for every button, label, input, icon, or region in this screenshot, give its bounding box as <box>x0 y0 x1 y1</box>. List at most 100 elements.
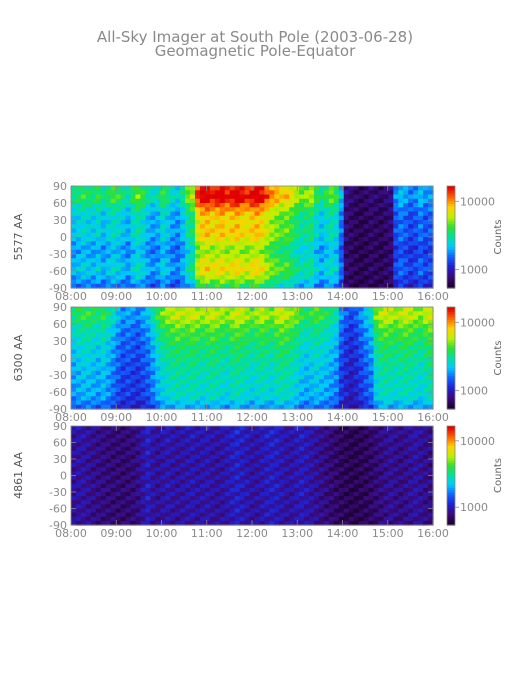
heatmap-cell <box>130 370 137 376</box>
heatmap-cell <box>333 332 340 338</box>
heatmap-cell <box>264 271 270 276</box>
heatmap-cell <box>185 220 191 225</box>
heatmap-cell <box>155 262 161 268</box>
heatmap-cell <box>75 203 82 208</box>
heatmap-cell <box>234 504 241 510</box>
heatmap-cell <box>259 500 265 505</box>
heatmap-cell <box>299 215 305 221</box>
heatmap-cell <box>190 471 196 477</box>
heatmap-cell <box>125 211 132 217</box>
heatmap-cell <box>353 349 360 355</box>
heatmap-cell <box>135 366 142 372</box>
heatmap-cell <box>190 211 196 217</box>
heatmap-cell <box>423 336 429 342</box>
heatmap-cell <box>388 370 394 376</box>
heatmap-cell <box>408 224 414 230</box>
heatmap-cell <box>353 190 360 196</box>
heatmap-cell <box>85 254 92 259</box>
heatmap-cell <box>80 387 87 393</box>
heatmap-cell <box>165 198 171 204</box>
heatmap-cell <box>264 492 270 497</box>
heatmap-cell <box>284 190 290 196</box>
heatmap-cell <box>363 400 370 406</box>
heatmap-cell <box>105 492 112 497</box>
heatmap-cell <box>259 220 265 225</box>
heatmap-cell <box>428 315 434 321</box>
heatmap-cell <box>304 463 310 468</box>
heatmap-cell <box>199 387 206 393</box>
heatmap-cell <box>110 375 117 380</box>
heatmap-cell <box>269 307 275 312</box>
heatmap-cell <box>284 311 290 317</box>
heatmap-cell <box>304 311 310 317</box>
heatmap-cell <box>190 442 196 448</box>
heatmap-cell <box>90 271 97 276</box>
heatmap-cell <box>318 190 325 196</box>
heatmap-cell <box>90 434 97 439</box>
heatmap-cell <box>299 520 305 526</box>
heatmap-cell <box>388 396 394 402</box>
heatmap-cell <box>105 258 112 264</box>
heatmap-cell <box>428 186 434 191</box>
heatmap-cell <box>338 315 345 321</box>
heatmap-cell <box>403 245 409 251</box>
heatmap-cell <box>145 362 151 368</box>
heatmap-cell <box>428 279 434 285</box>
heatmap-cell <box>358 336 365 342</box>
heatmap-cell <box>175 190 181 196</box>
heatmap-cell <box>338 311 345 317</box>
heatmap-cell <box>95 241 102 247</box>
heatmap-cell <box>313 396 320 402</box>
heatmap-cell <box>85 483 92 489</box>
heatmap-cell <box>150 362 156 368</box>
heatmap-cell <box>294 249 300 255</box>
heatmap-cell <box>333 454 340 460</box>
heatmap-cell <box>423 362 429 368</box>
heatmap-cell <box>135 353 142 359</box>
heatmap-cell <box>254 279 261 285</box>
heatmap-cell <box>90 392 97 397</box>
heatmap-cell <box>229 336 236 342</box>
heatmap-cell <box>294 383 300 389</box>
heatmap-cell <box>403 207 409 213</box>
heatmap-cell <box>318 463 325 468</box>
heatmap-cell <box>85 487 92 493</box>
heatmap-cell <box>428 307 434 312</box>
heatmap-cell <box>244 328 251 334</box>
heatmap-cell <box>150 358 156 363</box>
heatmap-cell <box>224 211 231 217</box>
heatmap-cell <box>204 245 211 251</box>
heatmap-cell <box>368 215 375 221</box>
heatmap-cell <box>264 232 270 238</box>
heatmap-cell <box>418 241 424 247</box>
heatmap-cell <box>279 392 285 397</box>
heatmap-cell <box>194 387 201 393</box>
heatmap-cell <box>105 249 112 255</box>
heatmap-cell <box>170 463 176 468</box>
colorbar-segment <box>447 198 455 202</box>
heatmap-cell <box>274 198 280 204</box>
heatmap-cell <box>239 454 246 460</box>
heatmap-cell <box>150 237 156 242</box>
heatmap-cell <box>393 341 399 346</box>
heatmap-cell <box>135 245 142 251</box>
heatmap-cell <box>71 349 77 355</box>
heatmap-cell <box>95 315 102 321</box>
heatmap-cell <box>115 430 122 435</box>
heatmap-cell <box>388 262 394 268</box>
colorbar-segment <box>447 355 455 359</box>
heatmap-cell <box>90 319 97 325</box>
heatmap-cell <box>224 307 231 312</box>
heatmap-cell <box>229 370 236 376</box>
heatmap-cell <box>95 475 102 481</box>
heatmap-cell <box>165 349 171 355</box>
heatmap-cell <box>363 396 370 402</box>
heatmap-cell <box>145 258 151 264</box>
heatmap-cell <box>373 362 380 368</box>
heatmap-cell <box>105 487 112 493</box>
heatmap-cell <box>423 237 429 242</box>
heatmap-cell <box>313 215 320 221</box>
heatmap-cell <box>180 446 186 452</box>
heatmap-cell <box>388 400 394 406</box>
heatmap-cell <box>333 370 340 376</box>
